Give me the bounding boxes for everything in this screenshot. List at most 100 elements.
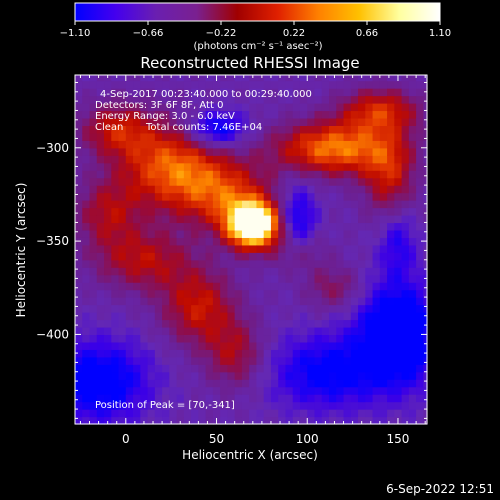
heatmap-cell <box>125 334 134 343</box>
heatmap-cell <box>292 252 301 261</box>
heatmap-cell <box>292 341 301 350</box>
heatmap-cell <box>191 125 199 134</box>
heatmap-cell <box>350 319 359 328</box>
heatmap-cell <box>220 185 229 194</box>
heatmap-cell <box>379 125 388 134</box>
heatmap-cell <box>75 192 83 201</box>
heatmap-cell <box>191 88 199 97</box>
annotation-detectors: Detectors: 3F 6F 8F, Att 0 <box>95 100 223 111</box>
heatmap-cell <box>314 267 323 276</box>
heatmap-cell <box>111 282 120 291</box>
heatmap-cell <box>118 319 127 328</box>
heatmap-cell <box>307 297 316 306</box>
heatmap-cell <box>358 326 366 336</box>
heatmap-cell <box>111 110 120 119</box>
heatmap-cell <box>416 252 424 261</box>
heatmap-cell <box>372 200 381 209</box>
heatmap-cell <box>125 147 134 156</box>
heatmap-cell <box>285 177 294 186</box>
heatmap-cell <box>285 304 294 313</box>
heatmap-cell <box>220 237 229 246</box>
heatmap-cell <box>423 304 428 313</box>
heatmap-cell <box>299 147 308 156</box>
heatmap-cell <box>82 80 91 89</box>
heatmap-cell <box>176 140 185 149</box>
heatmap-cell <box>227 244 236 253</box>
heatmap-cell <box>329 162 337 171</box>
heatmap-cell <box>191 289 199 298</box>
heatmap-cell <box>241 282 250 291</box>
heatmap-cell <box>183 177 192 186</box>
heatmap-cell <box>321 80 330 89</box>
heatmap-cell <box>401 334 410 343</box>
heatmap-cell <box>401 289 410 298</box>
heatmap-cell <box>162 102 170 112</box>
heatmap-cell <box>387 170 395 179</box>
heatmap-cell <box>147 297 156 306</box>
heatmap-cell <box>365 102 374 112</box>
heatmap-cell <box>147 140 156 149</box>
heatmap-cell <box>270 95 279 104</box>
heatmap-cell <box>75 75 83 82</box>
heatmap-cell <box>89 371 98 380</box>
heatmap-cell <box>104 409 112 418</box>
heatmap-cell <box>118 244 127 253</box>
heatmap-cell <box>125 409 134 418</box>
heatmap-cell <box>270 401 279 410</box>
heatmap-cell <box>162 185 170 194</box>
heatmap-cell <box>96 364 105 373</box>
heatmap-cell <box>147 364 156 373</box>
heatmap-cell <box>162 192 170 201</box>
heatmap-cell <box>220 162 229 171</box>
heatmap-cell <box>329 334 337 343</box>
heatmap-cell <box>249 252 258 261</box>
heatmap-cell <box>372 177 381 186</box>
heatmap-cell <box>423 379 428 388</box>
heatmap-cell <box>263 80 272 89</box>
heatmap-cell <box>220 95 229 104</box>
heatmap-cell <box>379 140 388 149</box>
heatmap-cell <box>198 140 207 149</box>
heatmap-cell <box>220 88 229 97</box>
heatmap-cell <box>169 237 178 246</box>
heatmap-cell <box>198 282 207 291</box>
heatmap-cell <box>75 282 83 291</box>
heatmap-cell <box>133 364 141 373</box>
heatmap-cell <box>147 289 156 298</box>
heatmap-cell <box>82 416 91 425</box>
heatmap-cell <box>183 132 192 141</box>
heatmap-cell <box>423 326 428 336</box>
heatmap-cell <box>82 259 91 268</box>
heatmap-cell <box>401 252 410 261</box>
heatmap-cell <box>89 88 98 97</box>
heatmap-cell <box>104 371 112 380</box>
heatmap-cell <box>336 252 345 261</box>
heatmap-cell <box>183 312 192 321</box>
heatmap-cell <box>416 80 424 89</box>
heatmap-cell <box>358 95 366 104</box>
heatmap-cell <box>169 207 178 216</box>
heatmap-cell <box>133 117 141 126</box>
heatmap-cell <box>299 110 308 119</box>
heatmap-cell <box>75 147 83 156</box>
heatmap-cell <box>263 88 272 97</box>
heatmap-cell <box>365 185 374 194</box>
heatmap-cell <box>140 140 149 149</box>
heatmap-cell <box>292 237 301 246</box>
heatmap-cell <box>198 252 207 261</box>
heatmap-cell <box>125 356 134 365</box>
heatmap-cell <box>408 252 417 261</box>
heatmap-cell <box>256 349 265 358</box>
heatmap-cell <box>401 282 410 291</box>
heatmap-cell <box>227 364 236 373</box>
heatmap-cell <box>299 401 308 410</box>
heatmap-cell <box>408 75 417 82</box>
heatmap-cell <box>147 117 156 126</box>
heatmap-cell <box>256 297 265 306</box>
heatmap-cell <box>234 364 243 373</box>
heatmap-cell <box>191 237 199 246</box>
heatmap-cell <box>147 356 156 365</box>
heatmap-cell <box>75 132 83 141</box>
heatmap-cell <box>358 117 366 126</box>
heatmap-cell <box>394 80 403 89</box>
